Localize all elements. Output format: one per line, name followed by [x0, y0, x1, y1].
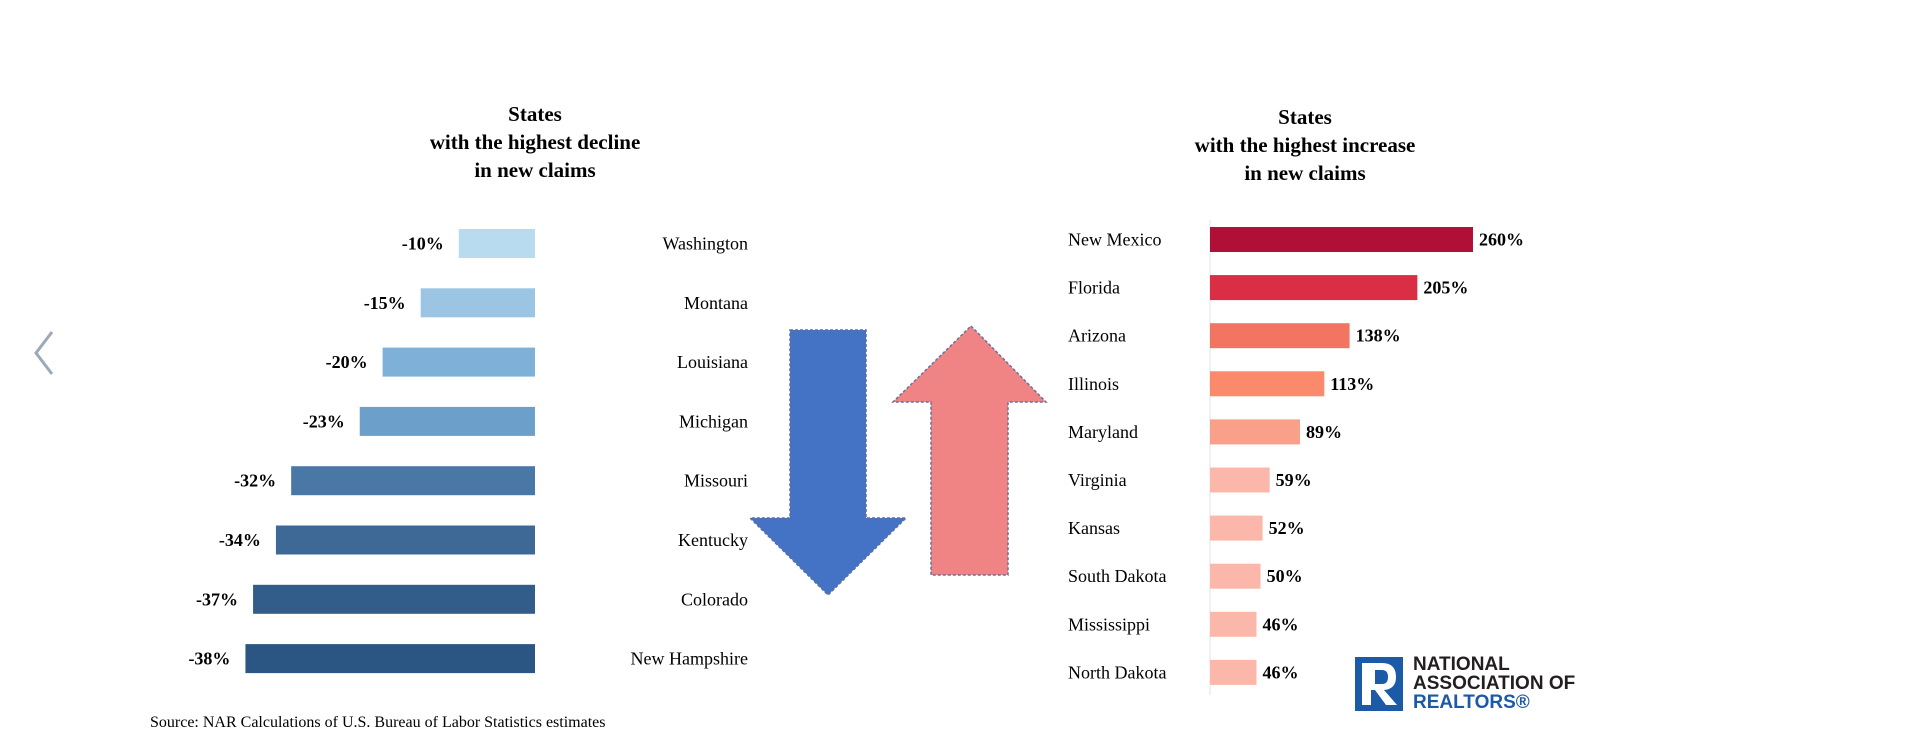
- decline-category-label: Montana: [684, 293, 748, 313]
- increase-category-label: New Mexico: [1068, 230, 1161, 250]
- decline-category-label: Michigan: [679, 411, 748, 431]
- chevron-left-icon[interactable]: [30, 328, 60, 378]
- increase-chart-title: States with the highest increase in new …: [1194, 105, 1416, 185]
- increase-bar-chart: New Mexico 260% Florida 205% Arizona 138% Illi…: [1068, 220, 1524, 695]
- increase-category-label: Kansas: [1068, 518, 1120, 538]
- decline-bar: [275, 525, 535, 555]
- nar-logo: NATIONAL ASSOCIATION OF REALTORS®: [1355, 655, 1590, 715]
- increase-category-label: Illinois: [1068, 374, 1119, 394]
- increase-value-label: 50%: [1267, 566, 1303, 586]
- increase-category-label: South Dakota: [1068, 566, 1167, 586]
- direction-arrows: [748, 324, 1048, 597]
- decline-bar: [382, 347, 535, 377]
- increase-value-label: 205%: [1423, 278, 1468, 298]
- increase-bar: [1210, 611, 1257, 637]
- decline-bar: [359, 406, 535, 436]
- realtor-r-logo-icon: [1355, 657, 1403, 711]
- logo-line-3: REALTORS®: [1413, 692, 1530, 713]
- increase-bar: [1210, 515, 1263, 541]
- increase-bar: [1210, 227, 1473, 252]
- increase-category-label: Florida: [1068, 278, 1120, 298]
- increase-value-label: 260%: [1479, 230, 1524, 250]
- decline-value-label: -23%: [303, 411, 345, 431]
- increase-category-label: Mississippi: [1068, 614, 1150, 634]
- increase-category-label: Arizona: [1068, 326, 1126, 346]
- increase-bar: [1210, 467, 1270, 493]
- increase-bar: [1210, 275, 1418, 301]
- increase-category-label: Maryland: [1068, 422, 1138, 442]
- decline-category-label: Washington: [662, 234, 748, 254]
- decline-value-label: -10%: [402, 234, 444, 254]
- decline-value-label: -34%: [219, 530, 261, 550]
- decline-category-label: Missouri: [684, 471, 748, 491]
- decline-category-label: Kentucky: [678, 530, 748, 550]
- logo-line-2: ASSOCIATION OF: [1413, 673, 1576, 694]
- increase-category-label: Virginia: [1068, 470, 1127, 490]
- increase-value-label: 46%: [1263, 614, 1299, 634]
- increase-value-label: 46%: [1263, 662, 1299, 682]
- decline-category-label: Colorado: [681, 589, 748, 609]
- increase-bar: [1210, 659, 1257, 685]
- source-note: Source: NAR Calculations of U.S. Bureau …: [150, 714, 606, 731]
- decline-chart-title: States with the highest decline in new c…: [429, 102, 641, 182]
- increase-value-label: 113%: [1330, 374, 1374, 394]
- decline-value-label: -38%: [188, 649, 230, 669]
- decline-bar-chart: -10% Washington -15% Montana -20% Louisiana -2…: [188, 229, 748, 674]
- increase-value-label: 89%: [1306, 422, 1342, 442]
- decline-value-label: -20%: [326, 352, 368, 372]
- increase-value-label: 138%: [1356, 326, 1401, 346]
- increase-bar: [1210, 563, 1261, 589]
- increase-category-label: North Dakota: [1068, 662, 1166, 682]
- decline-value-label: -15%: [364, 293, 406, 313]
- decline-value-label: -37%: [196, 589, 238, 609]
- decline-bar: [291, 466, 535, 496]
- increase-value-label: 59%: [1276, 470, 1312, 490]
- logo-line-1: NATIONAL: [1413, 654, 1510, 675]
- increase-bar: [1210, 371, 1325, 397]
- decline-category-label: New Hampshire: [631, 649, 748, 669]
- decline-category-label: Louisiana: [677, 352, 748, 372]
- up-arrow-icon: [891, 324, 1048, 576]
- decline-bar: [253, 584, 535, 614]
- down-arrow-icon: [748, 329, 908, 597]
- decline-value-label: -32%: [234, 471, 276, 491]
- decline-bar: [420, 288, 535, 318]
- decline-bar: [245, 644, 535, 674]
- increase-bar: [1210, 419, 1301, 445]
- increase-bar: [1210, 323, 1350, 349]
- increase-value-label: 52%: [1269, 518, 1305, 538]
- decline-bar: [458, 229, 535, 258]
